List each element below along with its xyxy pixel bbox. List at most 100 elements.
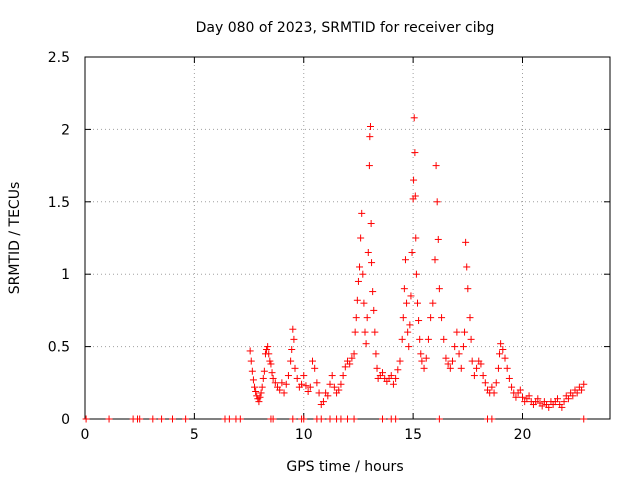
y-tick-label: 0.5 bbox=[48, 340, 70, 356]
data-point bbox=[182, 415, 190, 423]
data-point bbox=[341, 363, 349, 371]
data-point bbox=[455, 350, 463, 358]
data-point bbox=[259, 374, 267, 382]
x-axis-label: GPS time / hours bbox=[286, 459, 403, 475]
data-point bbox=[291, 364, 299, 372]
data-point bbox=[545, 403, 553, 411]
axis-ticks bbox=[84, 56, 610, 420]
data-point bbox=[287, 357, 295, 365]
data-point bbox=[267, 360, 275, 368]
data-point bbox=[288, 345, 296, 353]
data-point bbox=[461, 328, 469, 336]
chart-title: Day 080 of 2023, SRMTID for receiver cib… bbox=[196, 20, 495, 36]
data-point bbox=[392, 374, 400, 382]
data-point bbox=[353, 296, 361, 304]
data-point bbox=[403, 299, 411, 307]
data-point bbox=[253, 392, 261, 400]
data-point bbox=[356, 263, 364, 271]
data-point bbox=[433, 198, 441, 206]
data-point bbox=[361, 328, 369, 336]
data-point bbox=[580, 380, 588, 388]
data-point bbox=[407, 292, 415, 300]
data-point bbox=[311, 364, 319, 372]
data-point bbox=[462, 238, 470, 246]
data-point bbox=[258, 383, 266, 391]
x-tick-labels: 0 5 10 15 20 bbox=[81, 427, 532, 443]
data-point bbox=[435, 415, 443, 423]
plot-frame bbox=[84, 56, 611, 420]
data-point bbox=[344, 415, 351, 423]
y-tick-label: 2 bbox=[61, 122, 70, 138]
data-point bbox=[260, 367, 268, 375]
data-point bbox=[300, 372, 308, 380]
data-point bbox=[350, 350, 358, 358]
data-point bbox=[268, 369, 276, 377]
data-point bbox=[158, 415, 166, 423]
data-point bbox=[337, 415, 345, 423]
y-tick-label: 2.5 bbox=[48, 50, 70, 66]
data-point bbox=[505, 374, 513, 382]
data-point bbox=[440, 335, 448, 343]
data-point bbox=[256, 393, 264, 401]
data-point bbox=[257, 389, 265, 397]
data-point bbox=[324, 392, 332, 400]
data-point bbox=[290, 335, 298, 343]
x-tick-label: 10 bbox=[295, 427, 313, 443]
data-point bbox=[459, 343, 467, 351]
data-point bbox=[372, 350, 380, 358]
data-point bbox=[512, 393, 520, 401]
data-point bbox=[252, 387, 260, 395]
data-point bbox=[467, 335, 475, 343]
data-point bbox=[396, 357, 404, 365]
data-point bbox=[578, 386, 586, 394]
data-point bbox=[479, 372, 487, 380]
y-tick-label: 1.5 bbox=[48, 195, 70, 211]
data-point bbox=[248, 367, 256, 375]
data-point bbox=[534, 395, 542, 403]
data-point bbox=[399, 314, 407, 322]
data-point bbox=[278, 379, 286, 387]
data-points bbox=[82, 114, 588, 423]
data-point bbox=[269, 374, 277, 382]
data-point bbox=[373, 364, 381, 372]
data-point bbox=[398, 335, 406, 343]
data-point bbox=[560, 398, 568, 406]
data-point bbox=[284, 372, 292, 380]
data-point bbox=[359, 270, 367, 278]
data-point bbox=[466, 314, 474, 322]
data-point bbox=[169, 415, 176, 423]
data-point bbox=[369, 288, 377, 296]
data-point bbox=[317, 415, 325, 423]
data-point bbox=[431, 256, 439, 264]
data-point bbox=[358, 209, 366, 217]
data-point bbox=[326, 380, 334, 388]
data-point bbox=[446, 364, 454, 372]
data-point bbox=[82, 415, 90, 423]
data-point bbox=[367, 220, 375, 228]
x-tick-label: 20 bbox=[514, 427, 532, 443]
data-point bbox=[309, 357, 316, 365]
data-point bbox=[453, 328, 461, 336]
data-point bbox=[304, 387, 312, 395]
data-point bbox=[136, 415, 144, 423]
data-point bbox=[417, 350, 425, 358]
data-point bbox=[412, 270, 420, 278]
data-point bbox=[488, 383, 496, 391]
data-point bbox=[225, 415, 233, 423]
data-point bbox=[357, 234, 365, 242]
data-point bbox=[499, 345, 507, 353]
data-point bbox=[414, 299, 421, 307]
x-tick-label: 15 bbox=[404, 427, 422, 443]
data-point bbox=[351, 328, 359, 336]
data-point bbox=[412, 234, 420, 242]
data-point bbox=[276, 386, 284, 394]
data-point bbox=[477, 360, 485, 368]
data-point bbox=[366, 123, 374, 131]
data-point bbox=[337, 380, 345, 388]
data-point bbox=[149, 415, 157, 423]
data-point bbox=[580, 415, 588, 423]
data-point bbox=[468, 357, 476, 365]
data-point bbox=[451, 343, 459, 351]
data-point bbox=[346, 360, 354, 368]
